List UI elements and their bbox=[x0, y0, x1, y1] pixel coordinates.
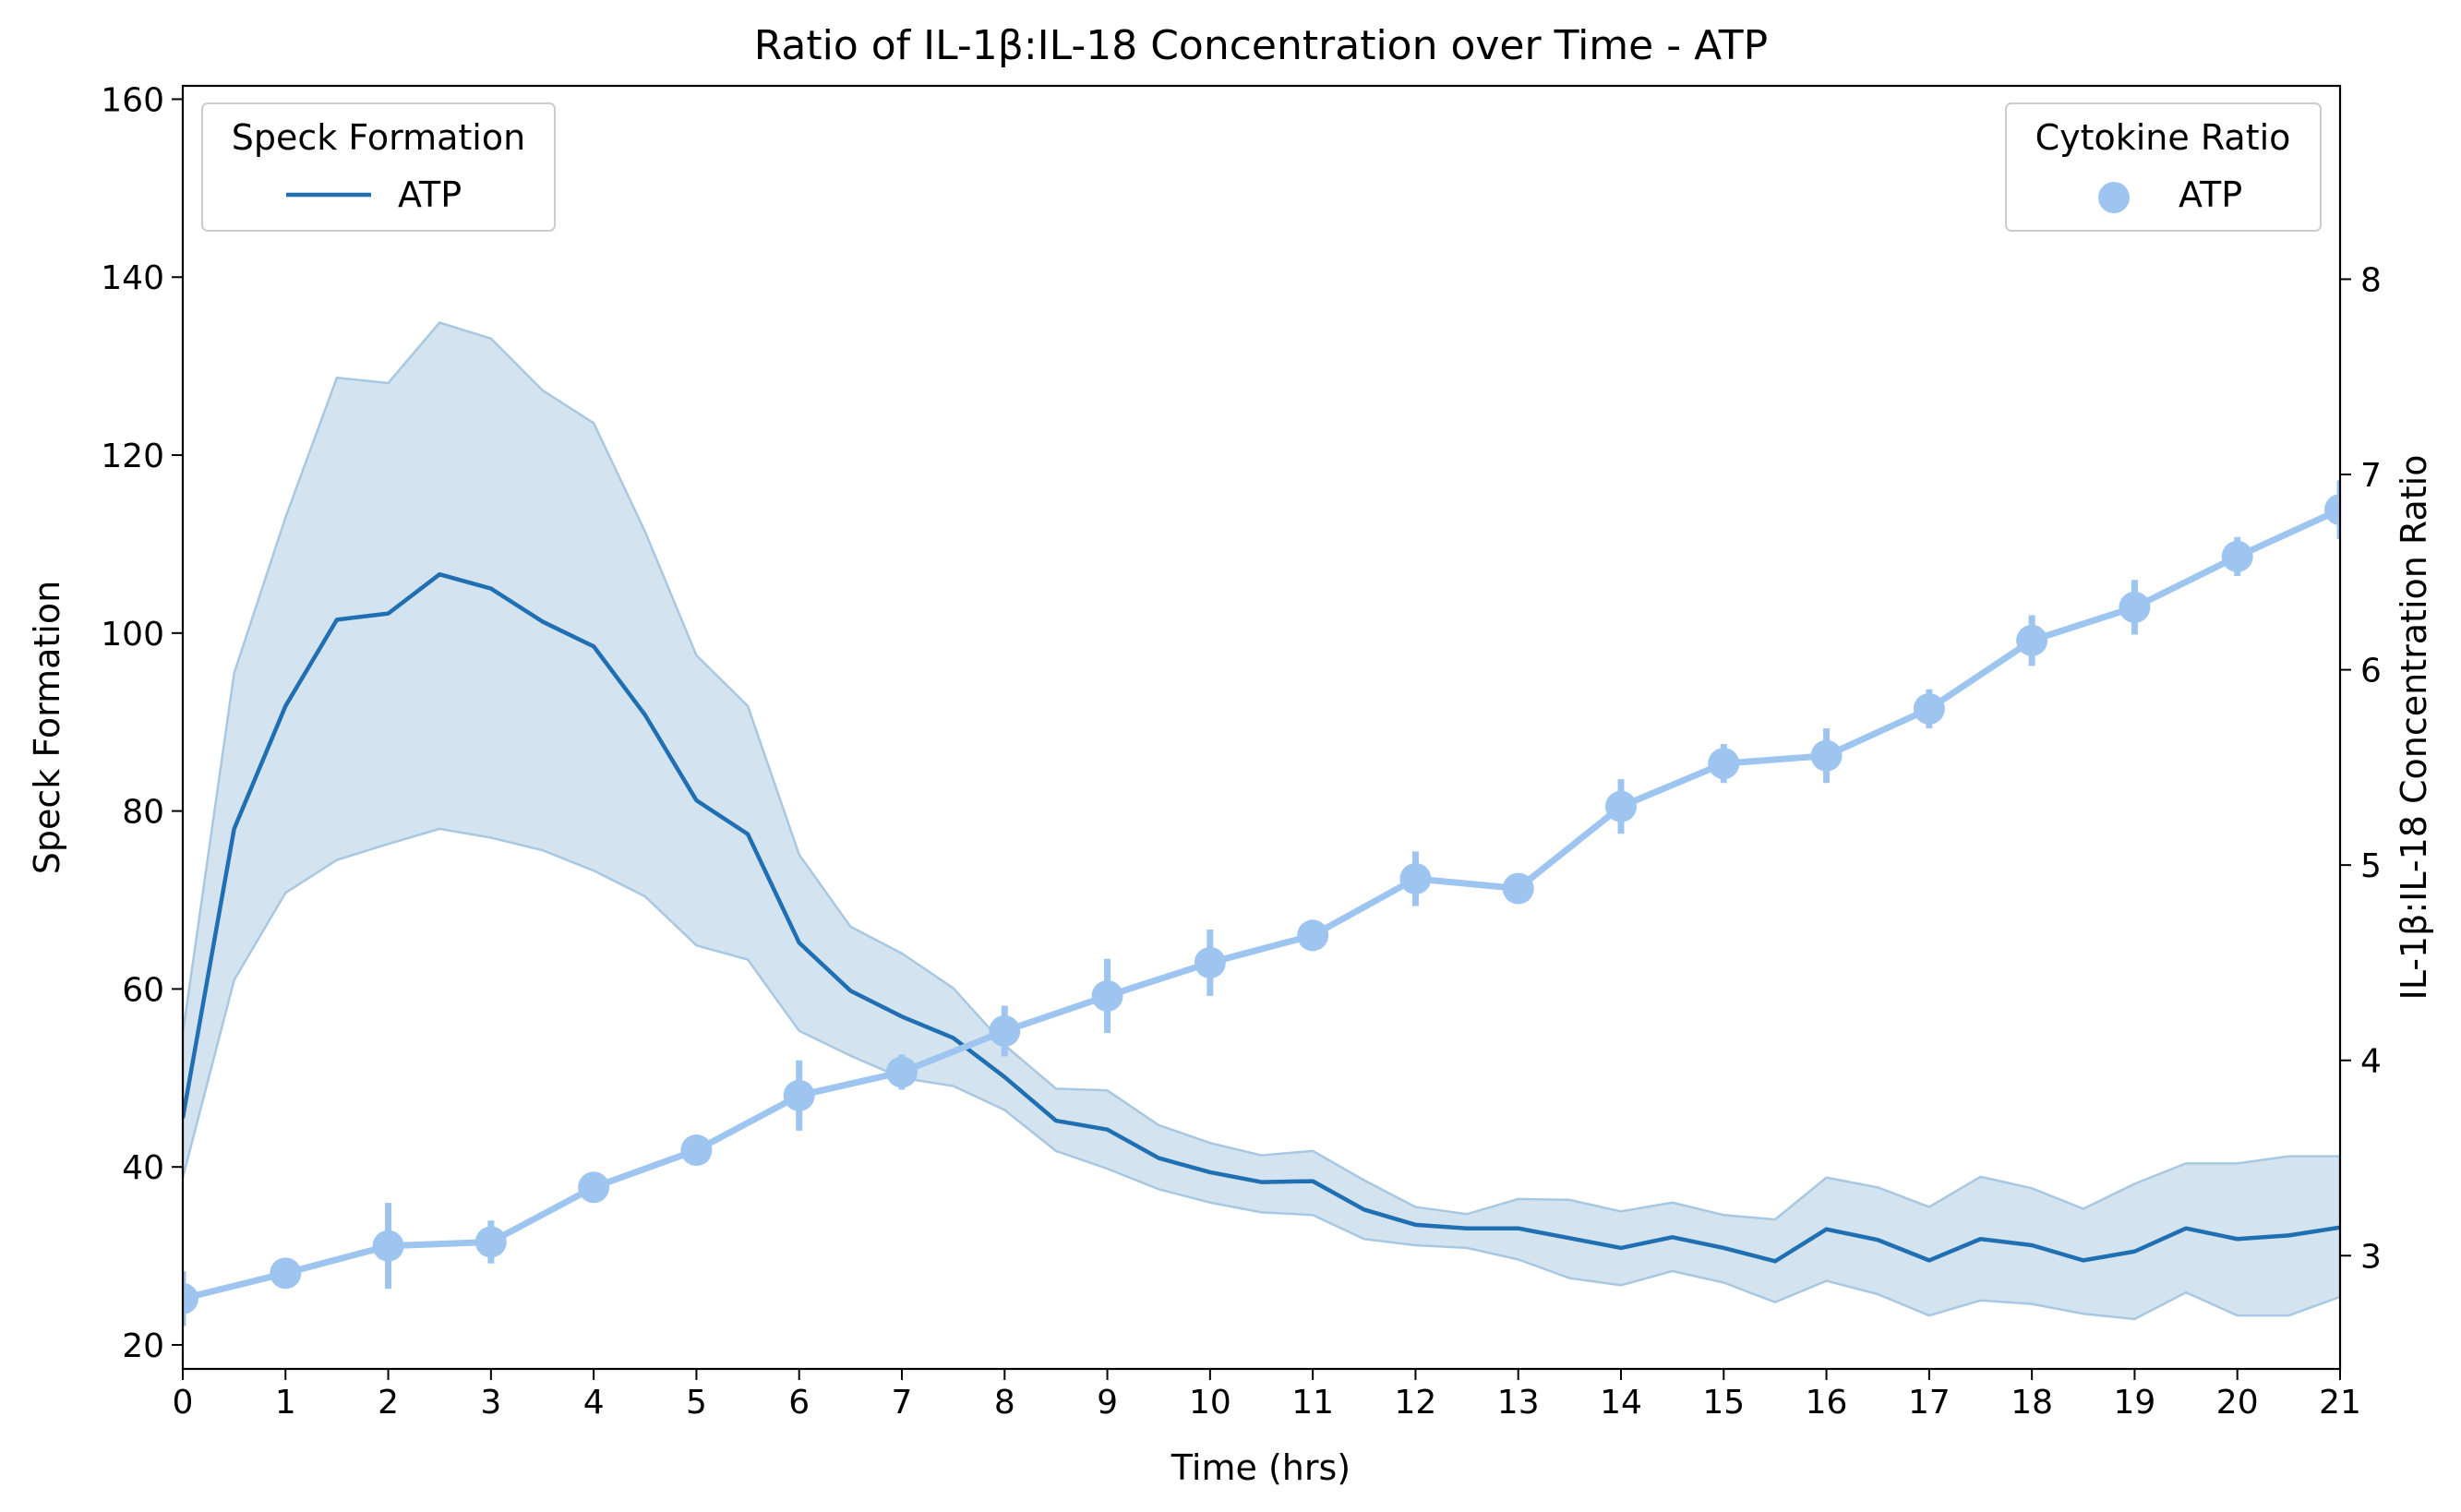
x-tick-label: 9 bbox=[1097, 1384, 1118, 1422]
x-tick-label: 10 bbox=[1189, 1384, 1231, 1422]
y-left-tick-label: 20 bbox=[122, 1327, 164, 1365]
cytokine-ratio-point bbox=[1194, 946, 1226, 978]
cytokine-ratio-point bbox=[474, 1226, 507, 1258]
y-left-tick-label: 40 bbox=[122, 1149, 164, 1187]
y-axis-left-label: Speck Formation bbox=[27, 581, 67, 874]
y-left-tick-label: 80 bbox=[122, 794, 164, 832]
legend-entry-label: ATP bbox=[2179, 174, 2242, 215]
x-tick-label: 15 bbox=[1702, 1384, 1745, 1422]
y-right-tick-label: 4 bbox=[2360, 1043, 2382, 1081]
x-tick-label: 8 bbox=[994, 1384, 1015, 1422]
x-tick-label: 1 bbox=[275, 1384, 296, 1422]
cytokine-ratio-point bbox=[2221, 540, 2253, 572]
cytokine-ratio-point bbox=[183, 1282, 198, 1314]
speck-formation-ci-band bbox=[183, 320, 2340, 1321]
x-tick-label: 21 bbox=[2319, 1384, 2361, 1422]
legend-marker-swatch bbox=[2098, 182, 2130, 213]
legend-cytokine-ratio: Cytokine Ratio ATP bbox=[2005, 102, 2322, 232]
x-tick-label: 2 bbox=[378, 1384, 399, 1422]
x-tick-label: 12 bbox=[1395, 1384, 1437, 1422]
x-tick-label: 19 bbox=[2114, 1384, 2156, 1422]
y-right-tick-label: 5 bbox=[2360, 847, 2382, 885]
cytokine-ratio-point bbox=[1708, 748, 1740, 780]
y-axis-left: 20 40 60 80 100 120 140 160 bbox=[101, 81, 183, 1365]
cytokine-ratio-point bbox=[1810, 739, 1843, 772]
legend-title: Cytokine Ratio bbox=[2035, 117, 2291, 158]
legend-box bbox=[2005, 102, 2322, 232]
x-tick-label: 7 bbox=[892, 1384, 913, 1422]
legend-title: Speck Formation bbox=[232, 117, 525, 158]
cytokine-ratio-point bbox=[2016, 624, 2048, 656]
cytokine-ratio-point bbox=[680, 1134, 713, 1167]
cytokine-ratio-point bbox=[270, 1257, 302, 1290]
cytokine-ratio-point bbox=[1091, 979, 1123, 1012]
x-tick-label: 14 bbox=[1600, 1384, 1642, 1422]
cytokine-ratio-point bbox=[578, 1171, 610, 1204]
x-tick-label: 0 bbox=[173, 1384, 194, 1422]
x-tick-label: 4 bbox=[583, 1384, 605, 1422]
x-tick-label: 20 bbox=[2216, 1384, 2259, 1422]
cytokine-ratio-point bbox=[783, 1079, 815, 1111]
x-tick-label: 3 bbox=[480, 1384, 501, 1422]
cytokine-ratio-point bbox=[989, 1014, 1021, 1047]
cytokine-ratio-point bbox=[886, 1056, 918, 1088]
legend-speck-formation: Speck Formation ATP bbox=[201, 102, 556, 232]
y-right-tick-label: 8 bbox=[2360, 261, 2382, 299]
y-right-tick-label: 6 bbox=[2360, 653, 2382, 690]
cytokine-ratio-point bbox=[2324, 494, 2340, 526]
speck-formation-line bbox=[183, 571, 2340, 1264]
legend-box bbox=[201, 102, 556, 232]
y-left-tick-label: 60 bbox=[122, 971, 164, 1009]
x-tick-label: 5 bbox=[686, 1384, 707, 1422]
cytokine-ratio-point bbox=[1399, 862, 1432, 894]
y-right-tick-label: 3 bbox=[2360, 1238, 2382, 1276]
x-tick-label: 18 bbox=[2011, 1384, 2053, 1422]
y-left-tick-label: 100 bbox=[101, 616, 164, 654]
legend-entry-label: ATP bbox=[398, 174, 462, 215]
y-axis-right-label: IL-1β:IL-18 Concentration Ratio bbox=[2394, 455, 2434, 1001]
x-tick-label: 11 bbox=[1291, 1384, 1334, 1422]
x-tick-label: 16 bbox=[1806, 1384, 1848, 1422]
x-tick-label: 17 bbox=[1908, 1384, 1951, 1422]
x-tick-label: 13 bbox=[1497, 1384, 1540, 1422]
cytokine-ratio-point bbox=[1297, 919, 1329, 952]
chart-title: Ratio of IL-1β:IL-18 Concentration over … bbox=[754, 22, 1768, 69]
x-tick-label: 6 bbox=[788, 1384, 810, 1422]
cytokine-ratio-point bbox=[1502, 872, 1534, 905]
cytokine-ratio-point bbox=[1913, 692, 1945, 725]
y-right-tick-label: 7 bbox=[2360, 457, 2382, 495]
cytokine-ratio-line bbox=[183, 506, 2340, 1302]
y-axis-right: 3 4 5 6 7 8 bbox=[2340, 261, 2382, 1276]
plot-frame bbox=[181, 84, 2342, 1371]
x-axis-label: Time (hrs) bbox=[1170, 1447, 1351, 1488]
cytokine-ratio-point bbox=[2119, 591, 2151, 623]
cytokine-ratio-point bbox=[372, 1230, 404, 1262]
y-left-tick-label: 140 bbox=[101, 259, 164, 297]
y-left-tick-label: 120 bbox=[101, 438, 164, 475]
x-axis: 0 1 2 3 4 5 6 7 8 9 10 11 12 13 14 15 16 17 18 19 20 21 bbox=[173, 1369, 2361, 1422]
plot-area bbox=[183, 320, 2340, 1326]
y-left-tick-label: 160 bbox=[101, 81, 164, 119]
cytokine-ratio-point bbox=[1605, 790, 1637, 822]
